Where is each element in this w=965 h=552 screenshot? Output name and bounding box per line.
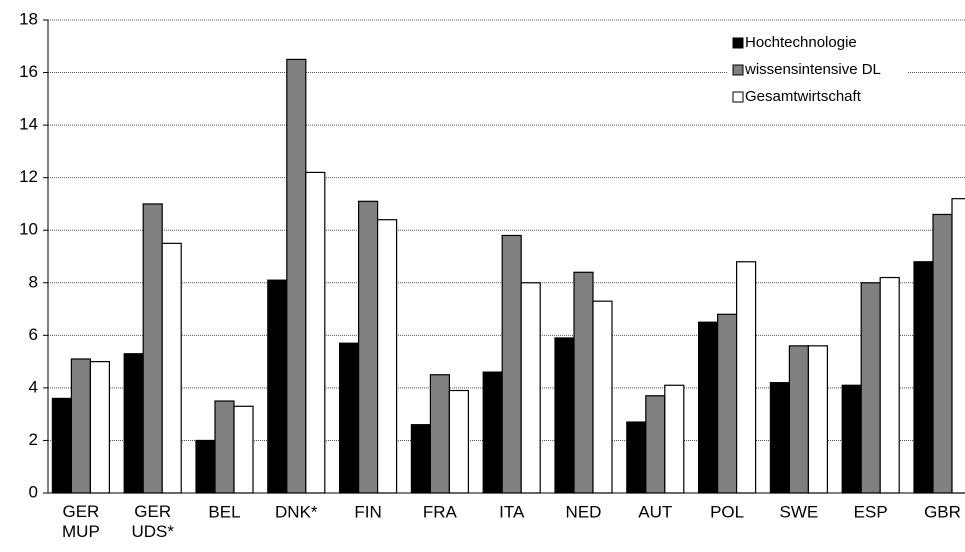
bar — [697, 321, 719, 494]
bar — [841, 384, 862, 494]
legend-label: wissensintensive DL — [744, 61, 881, 78]
bar — [377, 219, 398, 494]
legend-swatch — [732, 91, 744, 103]
x-tick-label: GBR — [924, 502, 961, 521]
bar — [645, 395, 666, 494]
y-tick-label: 4 — [29, 377, 38, 396]
bar — [626, 421, 647, 494]
x-tick-label: DNK* — [275, 502, 318, 521]
y-tick-label: 2 — [29, 430, 38, 449]
x-tick-label: AUT — [638, 502, 672, 521]
bar — [142, 203, 163, 494]
x-tick-label: NED — [566, 502, 602, 521]
bar — [448, 389, 469, 494]
bar — [788, 345, 810, 494]
legend-label: Hochtechnologie — [745, 34, 857, 51]
bar — [123, 353, 144, 494]
legend: Hochtechnologie wissensintensive DL Gesamt… — [728, 30, 908, 112]
bar — [339, 342, 360, 494]
bar — [267, 279, 288, 494]
y-tick-label: 8 — [29, 272, 38, 291]
bar — [429, 374, 450, 494]
bar — [807, 345, 829, 494]
bar — [501, 234, 522, 494]
bar — [592, 300, 613, 494]
x-tick-label: SWE — [780, 502, 819, 521]
x-tick-label: GER MUP — [62, 502, 100, 541]
legend-swatch — [732, 64, 744, 76]
legend-swatch — [732, 37, 744, 49]
x-tick-label: BEL — [208, 502, 240, 521]
bar — [195, 439, 216, 494]
bar — [51, 397, 73, 494]
bar — [735, 261, 757, 494]
x-tick-label: GER UDS* — [131, 502, 174, 541]
bar — [913, 261, 934, 494]
x-tick-label: FIN — [354, 502, 381, 521]
bar — [573, 271, 594, 494]
bar — [70, 358, 92, 494]
y-tick-label: 16 — [19, 62, 38, 81]
bar — [860, 282, 881, 494]
bar — [520, 282, 541, 494]
x-tick-label: POL — [710, 502, 744, 521]
bar — [358, 200, 379, 494]
bar — [214, 400, 235, 494]
bar — [951, 198, 965, 494]
bar — [161, 242, 182, 494]
bar — [716, 313, 738, 494]
bar — [482, 371, 503, 494]
y-tick-label: 10 — [19, 220, 38, 239]
bar — [879, 276, 900, 494]
y-tick-label: 18 — [19, 9, 38, 28]
y-tick-label: 6 — [29, 325, 38, 344]
y-tick-label: 0 — [29, 482, 38, 501]
bar — [305, 171, 326, 494]
legend-bg — [728, 30, 908, 112]
y-tick-label: 12 — [19, 167, 38, 186]
bar — [286, 58, 307, 494]
y-tick-label: 14 — [19, 115, 38, 134]
bar — [410, 424, 431, 494]
bar — [769, 382, 791, 494]
bar — [932, 213, 953, 494]
bar — [554, 337, 575, 494]
bar — [233, 405, 254, 494]
x-tick-label: ESP — [854, 502, 888, 521]
legend-label: Gesamtwirtschaft — [745, 88, 862, 105]
bar — [664, 384, 685, 494]
bar — [89, 361, 111, 494]
x-tick-label: ITA — [499, 502, 525, 521]
x-tick-label: FRA — [423, 502, 458, 521]
